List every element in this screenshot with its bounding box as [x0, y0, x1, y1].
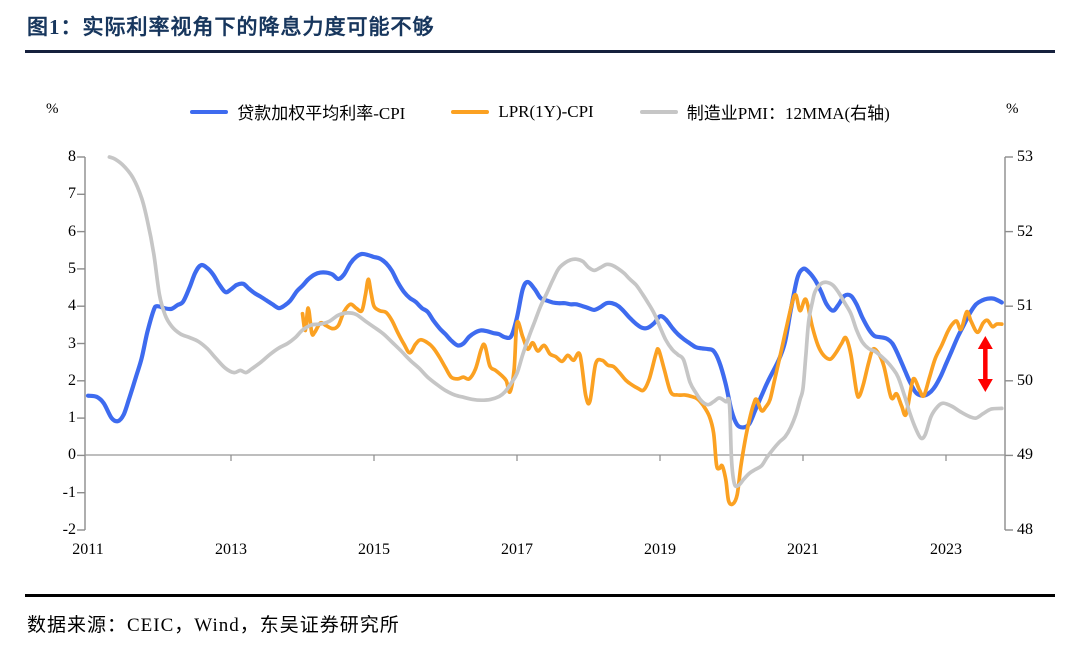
legend-line-swatch-orange [451, 109, 490, 114]
y-axis-label-left: -2 [62, 521, 76, 538]
y-axis-label-left: 2 [68, 371, 76, 389]
y-axis-label-left: 3 [68, 334, 76, 352]
rate-gap-arrow-head-up [977, 336, 993, 350]
y-axis-label-left: 4 [68, 297, 76, 315]
data-source-note: 数据来源：CEIC，Wind，东吴证券研究所 [27, 615, 400, 636]
series-line-2 [107, 155, 1004, 489]
rate-gap-arrow-head-down [977, 378, 993, 392]
x-axis-label: 2011 [72, 541, 104, 558]
legend-item-pmi-12mma: 制造业PMI：12MMA(右轴) [639, 99, 890, 124]
chart-legend: 贷款加权平均利率-CPI LPR(1Y)-CPI 制造业PMI：12MMA(右轴… [0, 99, 1080, 124]
y-axis-label-left: 8 [68, 148, 76, 165]
x-axis-label: 2015 [358, 541, 390, 558]
legend-item-loan-rate-cpi: 贷款加权平均利率-CPI [190, 99, 405, 124]
x-axis-label: 2013 [215, 541, 247, 558]
right-axis-unit: % [1006, 101, 1019, 117]
footer-divider [25, 594, 1055, 597]
y-axis-label-left: 1 [68, 409, 76, 427]
legend-label: LPR(1Y)-CPI [498, 101, 594, 121]
y-axis-label-left: 7 [68, 185, 76, 203]
legend-label: 制造业PMI：12MMA(右轴) [686, 104, 890, 123]
page-title: 图1：实际利率视角下的降息力度可能不够 [27, 15, 435, 39]
y-axis-label-left: -1 [62, 483, 76, 501]
y-axis-label-left: 0 [68, 446, 76, 464]
left-axis-unit: % [46, 101, 59, 117]
y-axis-label-right: 49 [1017, 446, 1033, 464]
x-axis-label: 2017 [501, 541, 533, 558]
title-divider [25, 50, 1055, 53]
y-axis-label-right: 48 [1017, 521, 1033, 538]
series-line-1 [300, 277, 1004, 507]
legend-line-swatch-gray [639, 109, 678, 114]
legend-label: 贷款加权平均利率-CPI [237, 104, 406, 123]
series-line-0 [85, 251, 1004, 430]
legend-line-swatch-blue [190, 109, 229, 114]
x-axis-label: 2023 [930, 541, 962, 558]
y-axis-label-right: 51 [1017, 297, 1033, 315]
y-axis-label-right: 50 [1017, 371, 1033, 389]
y-axis-label-right: 53 [1017, 148, 1033, 165]
legend-item-lpr-cpi: LPR(1Y)-CPI [451, 101, 594, 122]
y-axis-label-left: 6 [68, 222, 76, 240]
y-axis-label-right: 52 [1017, 222, 1033, 240]
x-axis-label: 2019 [644, 541, 676, 558]
y-axis-label-left: 5 [68, 259, 76, 277]
x-axis-label: 2021 [787, 541, 819, 558]
